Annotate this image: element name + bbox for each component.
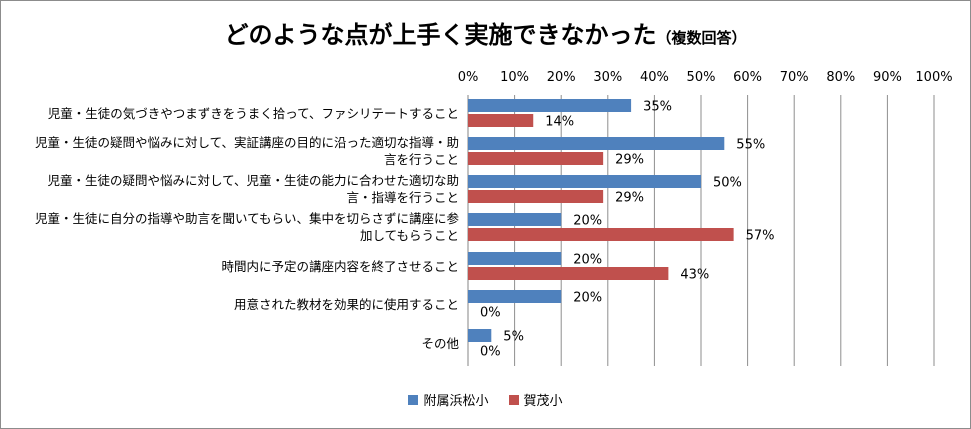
legend-swatch xyxy=(508,394,519,405)
bar xyxy=(468,152,604,165)
category-label-line: 児童・生徒の疑問や悩みに対して、児童・生徒の能力に合わせた適切な助 xyxy=(47,173,459,188)
category-label: 児童・生徒に自分の指導や助言を聞いてもらい、集中を切らさずに講座に参加してもらう… xyxy=(1,210,459,244)
bar xyxy=(468,228,734,241)
category-label: 児童・生徒の疑問や悩みに対して、実証講座の目的に沿った適切な指導・助言を行うこと xyxy=(1,134,459,168)
category-label: 児童・生徒の気づきやつまずきをうまく拾って、ファシリテートすること xyxy=(1,105,459,122)
legend-item: 賀茂小 xyxy=(508,390,563,409)
bar xyxy=(468,267,669,280)
category-label-line: 用意された教材を効果的に使用すること xyxy=(233,296,459,312)
data-label: 50% xyxy=(713,176,742,191)
chart-title: どのような点が上手く実施できなかった（複数回答） xyxy=(1,15,970,50)
bar xyxy=(468,329,492,342)
data-label: 29% xyxy=(615,191,644,206)
category-label-line: 言・指導を行うこと xyxy=(346,190,459,205)
x-tick-label: 10% xyxy=(500,70,529,85)
data-label: 20% xyxy=(573,253,602,268)
category-label-line: 児童・生徒の疑問や悩みに対して、実証講座の目的に沿った適切な指導・助 xyxy=(34,135,459,150)
x-tick-label: 30% xyxy=(593,70,622,85)
legend-swatch xyxy=(408,394,419,405)
legend-label: 賀茂小 xyxy=(523,394,563,409)
x-tick-label: 50% xyxy=(687,70,716,85)
data-label: 35% xyxy=(643,100,672,115)
x-tick-label: 80% xyxy=(826,70,855,85)
chart-title-main: どのような点が上手く実施できなかった xyxy=(224,21,657,49)
data-label: 43% xyxy=(680,268,709,283)
data-label: 5% xyxy=(503,330,524,345)
legend-item: 附属浜松小 xyxy=(408,390,489,409)
category-label-line: 言を行うこと xyxy=(383,152,459,167)
category-label: 時間内に予定の講座内容を終了させること xyxy=(1,258,459,275)
data-label: 20% xyxy=(573,214,602,229)
bar xyxy=(468,175,701,188)
x-tick-label: 100% xyxy=(915,70,952,85)
x-tick-label: 40% xyxy=(640,70,669,85)
category-label-line: 加してもらうこと xyxy=(359,228,459,243)
category-label: 用意された教材を効果的に使用すること xyxy=(1,296,459,313)
data-label: 0% xyxy=(480,345,501,360)
data-label: 20% xyxy=(573,291,602,306)
x-tick-label: 70% xyxy=(780,70,809,85)
category-label-line: その他 xyxy=(421,335,459,351)
x-tick-label: 60% xyxy=(733,70,762,85)
x-tick-label: 20% xyxy=(547,70,576,85)
data-label: 55% xyxy=(736,138,765,153)
category-label-line: 児童・生徒に自分の指導や助言を聞いてもらい、集中を切らさずに講座に参 xyxy=(34,211,459,226)
x-tick-label: 0% xyxy=(458,70,479,85)
bar xyxy=(468,252,562,265)
category-label: その他 xyxy=(1,335,459,352)
category-label-line: 児童・生徒の気づきやつまずきをうまく拾って、ファシリテートすること xyxy=(47,105,459,121)
bar xyxy=(468,290,562,303)
bar xyxy=(468,114,534,127)
data-label: 57% xyxy=(746,229,775,244)
x-tick-label: 90% xyxy=(873,70,902,85)
bar xyxy=(468,190,604,203)
legend-label: 附属浜松小 xyxy=(423,394,489,409)
category-label-line: 時間内に予定の講座内容を終了させること xyxy=(221,258,459,274)
category-label: 児童・生徒の疑問や悩みに対して、児童・生徒の能力に合わせた適切な助言・指導を行う… xyxy=(1,172,459,206)
bar xyxy=(468,213,562,226)
legend: 附属浜松小 賀茂小 xyxy=(1,390,970,409)
bar xyxy=(468,99,632,112)
data-label: 29% xyxy=(615,153,644,168)
bar xyxy=(468,137,725,150)
data-label: 14% xyxy=(545,115,574,130)
chart-subtitle: （複数回答） xyxy=(656,29,747,47)
data-label: 0% xyxy=(480,306,501,321)
